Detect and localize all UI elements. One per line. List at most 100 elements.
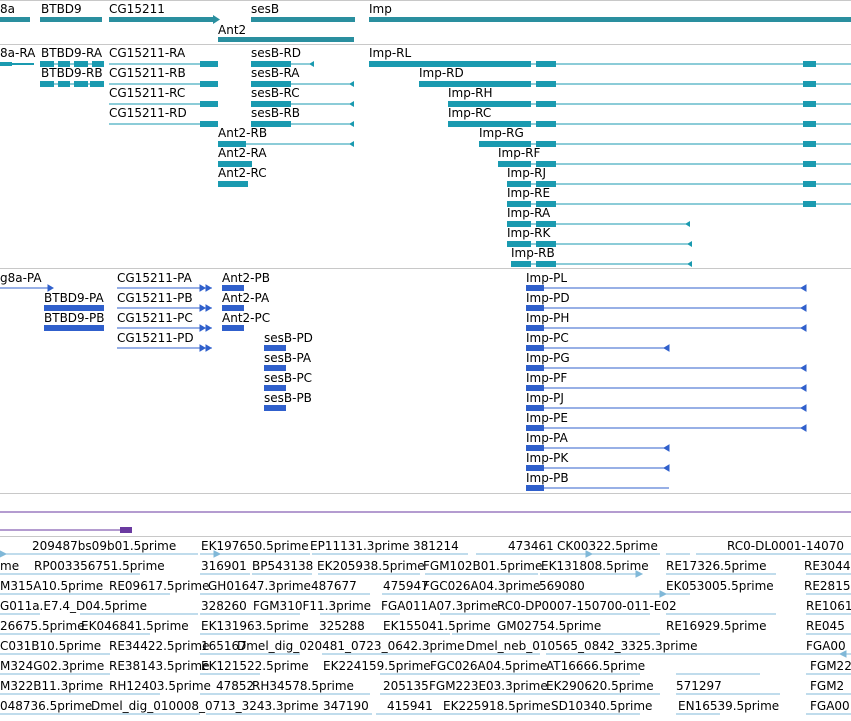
est-label[interactable]: 347190 [323, 699, 369, 713]
protein-label[interactable]: BTBD9-PB [44, 311, 105, 325]
protein-label[interactable]: Imp-PB [526, 471, 569, 485]
est-label[interactable]: 165167 [201, 639, 247, 653]
est-label[interactable]: EK224159.5prime [323, 659, 431, 673]
protein-label[interactable]: sesB-PD [264, 331, 313, 345]
est-label[interactable]: EK225918.5prime [443, 699, 551, 713]
est-label[interactable]: 569080 [539, 579, 585, 593]
est-label[interactable]: 316901 [201, 559, 247, 573]
transcript-label[interactable]: Imp-RC [448, 106, 492, 120]
gene-glyph-imp[interactable] [369, 17, 851, 22]
est-label[interactable]: Dmel_dig_010008_0713_3243.3prime [91, 699, 319, 713]
est-label[interactable]: G011a.E7.4_D04.5prime [0, 599, 147, 613]
protein-label[interactable]: Imp-PJ [526, 391, 564, 405]
protein-label[interactable]: sesB-PB [264, 391, 312, 405]
transcript-label[interactable]: BTBD9-RA [41, 46, 103, 60]
protein-label[interactable]: CG15211-PD [117, 331, 194, 345]
est-label[interactable]: FGC026A04.3prime [423, 579, 541, 593]
transcript-label[interactable]: CG15211-RD [109, 106, 187, 120]
protein-label[interactable]: Ant2-PB [222, 271, 270, 285]
transcript-label[interactable]: Imp-RG [479, 126, 524, 140]
est-label[interactable]: 048736.5prime [0, 699, 93, 713]
protein-label[interactable]: Imp-PH [526, 311, 570, 325]
est-label[interactable]: Dmel_dig_020481_0723_0642.3prime [237, 639, 465, 653]
est-label[interactable]: FGM310F11.3prime [253, 599, 372, 613]
est-label[interactable]: RE1061 [806, 599, 851, 613]
est-label[interactable]: EK197650.5prime [201, 539, 309, 553]
protein-label[interactable]: CG15211-PA [117, 271, 192, 285]
est-label[interactable]: RE34422.5prime [109, 639, 210, 653]
transcript-label[interactable]: Ant2-RC [218, 166, 267, 180]
est-label[interactable]: 325288 [319, 619, 365, 633]
gene-glyph-ant2[interactable] [218, 37, 354, 42]
est-label[interactable]: RE09617.5prime [109, 579, 210, 593]
est-label[interactable]: FGA00 [806, 639, 846, 653]
transcript-label[interactable]: sesB-RA [251, 66, 300, 80]
est-label[interactable]: RE3044 [804, 559, 851, 573]
est-label[interactable]: EK131963.5prime [201, 619, 309, 633]
protein-label[interactable]: Imp-PF [526, 371, 568, 385]
est-label[interactable]: M324G02.3prime [0, 659, 105, 673]
est-label[interactable]: RH34578.5prime [252, 679, 354, 693]
est-label[interactable]: RE045 [806, 619, 845, 633]
est-label[interactable]: EN16539.5prime [678, 699, 780, 713]
est-label[interactable]: CK00322.5prime [557, 539, 658, 553]
transcript-label[interactable]: Imp-RL [369, 46, 412, 60]
transcript-label[interactable]: Imp-RF [498, 146, 541, 160]
est-label[interactable]: M315A10.5prime [0, 579, 104, 593]
transcript-label[interactable]: Ant2-RA [218, 146, 267, 160]
est-label[interactable]: FGA011A07.3prime [381, 599, 499, 613]
est-label[interactable]: FGM2 [810, 679, 845, 693]
est-label[interactable]: GM02754.5prime [497, 619, 602, 633]
est-label[interactable]: C031B10.5prime [0, 639, 102, 653]
transcript-label[interactable]: sesB-RD [251, 46, 302, 60]
protein-label[interactable]: Imp-PK [526, 451, 569, 465]
est-label[interactable]: FGA00 [810, 699, 850, 713]
gene-label[interactable]: Ant2 [218, 23, 247, 37]
est-label[interactable]: RP003356751.5prime [34, 559, 165, 573]
transcript-label[interactable]: Imp-RK [507, 226, 551, 240]
est-label[interactable]: 205135 [383, 679, 429, 693]
est-label[interactable]: 47852 [216, 679, 255, 693]
est-label[interactable]: AT16666.5prime [546, 659, 646, 673]
transcript-label[interactable]: sesB-RC [251, 86, 300, 100]
est-label[interactable]: M322B11.3prime [0, 679, 104, 693]
gene-glyph-8a[interactable] [0, 17, 30, 22]
est-label[interactable]: FGC026A04.5prime [430, 659, 548, 673]
est-label[interactable]: RH12403.5prime [109, 679, 211, 693]
est-label[interactable]: RE16929.5prime [666, 619, 767, 633]
protein-label[interactable]: Imp-PD [526, 291, 570, 305]
est-label[interactable]: EK053005.5prime [666, 579, 774, 593]
gene-label[interactable]: Imp [369, 2, 392, 16]
est-label[interactable]: 475947 [383, 579, 429, 593]
est-label[interactable]: EP11131.3prime [310, 539, 410, 553]
protein-label[interactable]: Imp-PG [526, 351, 570, 365]
est-label[interactable]: FGM102B01.5prime [423, 559, 543, 573]
transcript-label[interactable]: Imp-RD [419, 66, 464, 80]
transcript-label[interactable]: Ant2-RB [218, 126, 268, 140]
transcript-label[interactable]: Imp-RE [507, 186, 551, 200]
gene-label[interactable]: CG15211 [109, 2, 165, 16]
gene-glyph-btbd9[interactable] [40, 17, 102, 22]
protein-label[interactable]: CG15211-PB [117, 291, 193, 305]
est-label[interactable]: EK205938.5prime [317, 559, 425, 573]
est-label[interactable]: EK155041.5prime [383, 619, 491, 633]
est-label[interactable]: FGM223E03.3prime [429, 679, 548, 693]
transcript-label[interactable]: CG15211-RB [109, 66, 186, 80]
gene-glyph-cg15211[interactable] [109, 17, 213, 22]
transcript-label[interactable]: BTBD9-RB [41, 66, 103, 80]
gene-label[interactable]: BTBD9 [41, 2, 82, 16]
est-label[interactable]: RE38143.5prime [109, 659, 210, 673]
transcript-label[interactable]: 8a-RA [0, 46, 36, 60]
protein-label[interactable]: Ant2-PC [222, 311, 271, 325]
protein-label[interactable]: sesB-PA [264, 351, 312, 365]
protein-label[interactable]: Imp-PL [526, 271, 568, 285]
est-label[interactable]: SD10340.5prime [551, 699, 653, 713]
est-label[interactable]: FGM22 [810, 659, 851, 673]
est-label[interactable]: me [0, 559, 20, 573]
est-label[interactable]: RE2815 [804, 579, 851, 593]
est-label[interactable]: 415941 [387, 699, 433, 713]
transcript-label[interactable]: Imp-RB [511, 246, 555, 260]
transcript-label[interactable]: Imp-RA [507, 206, 551, 220]
est-label[interactable]: BP543138 [252, 559, 314, 573]
